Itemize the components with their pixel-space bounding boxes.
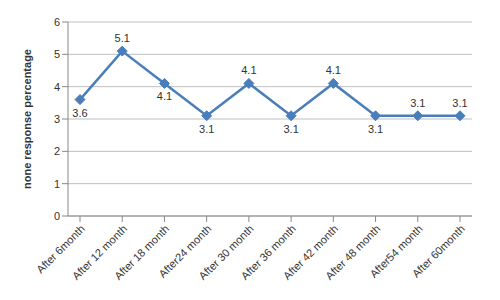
svg-text:After 60month: After 60month (410, 222, 467, 279)
svg-text:5.1: 5.1 (115, 32, 130, 44)
svg-text:After 48 month: After 48 month (323, 222, 383, 282)
svg-text:3.6: 3.6 (72, 107, 87, 119)
svg-text:2: 2 (54, 145, 60, 157)
svg-text:After 12 month: After 12 month (69, 222, 130, 282)
svg-text:4.1: 4.1 (241, 64, 256, 76)
svg-text:After 30 month: After 30 month (196, 222, 256, 282)
svg-text:3.1: 3.1 (283, 123, 298, 135)
svg-text:After54 month: After54 month (367, 222, 425, 280)
svg-text:After 18 month: After 18 month (111, 222, 172, 282)
svg-text:After 6month: After 6month (33, 222, 87, 276)
svg-text:After 36 month: After 36 month (238, 222, 298, 282)
svg-text:0: 0 (54, 210, 60, 222)
svg-text:3.1: 3.1 (452, 97, 467, 109)
svg-text:1: 1 (54, 178, 60, 190)
svg-text:3.1: 3.1 (368, 123, 383, 135)
svg-text:4.1: 4.1 (157, 90, 172, 102)
svg-text:6: 6 (54, 16, 60, 28)
svg-text:4.1: 4.1 (326, 64, 341, 76)
svg-text:3.1: 3.1 (199, 123, 214, 135)
svg-text:4: 4 (54, 81, 60, 93)
svg-text:After 42 month: After 42 month (280, 222, 341, 282)
svg-text:3.1: 3.1 (410, 97, 425, 109)
svg-text:none response percentage: none response percentage (21, 49, 33, 189)
svg-text:3: 3 (54, 113, 60, 125)
svg-text:5: 5 (54, 48, 60, 60)
svg-text:After24 month: After24 month (156, 222, 214, 280)
